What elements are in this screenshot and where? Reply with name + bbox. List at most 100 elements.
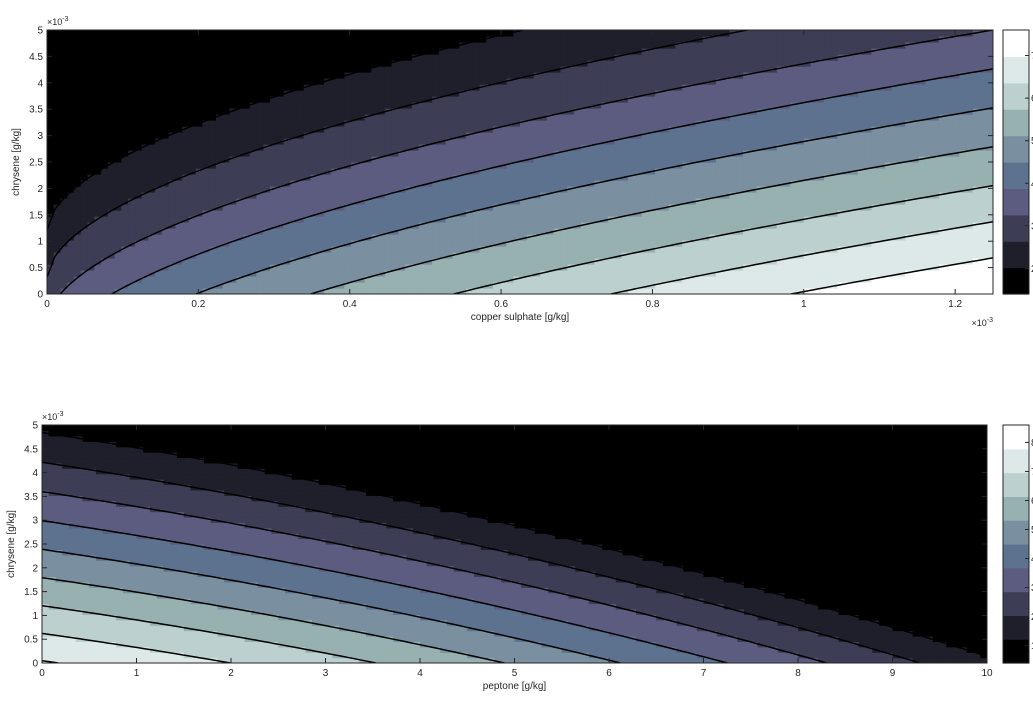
contour-cell xyxy=(317,138,325,145)
contour-cell xyxy=(324,144,332,151)
contour-cell xyxy=(60,240,68,247)
contour-cell xyxy=(547,156,555,163)
contour-cell xyxy=(702,198,710,205)
contour-cell xyxy=(209,174,217,181)
contour-cell xyxy=(661,264,670,271)
contour-cell xyxy=(128,126,136,133)
contour-cell xyxy=(229,288,237,294)
contour-cell xyxy=(864,186,872,193)
contour-cell xyxy=(364,78,372,85)
contour-cell xyxy=(452,234,460,241)
contour-cell xyxy=(607,198,616,205)
contour-cell xyxy=(574,276,582,283)
contour-cell xyxy=(621,186,629,193)
contour-cell xyxy=(783,174,791,181)
contour-cell xyxy=(601,96,609,103)
contour-cell xyxy=(317,276,325,283)
contour-cell xyxy=(472,78,481,85)
contour-cell xyxy=(324,270,332,277)
contour-cell xyxy=(405,282,413,289)
contour-cell xyxy=(729,90,737,97)
contour-cell xyxy=(384,96,393,103)
contour-cell xyxy=(371,120,379,127)
contour-cell xyxy=(918,276,927,283)
contour-cell xyxy=(310,228,318,235)
contour-cell xyxy=(168,186,176,193)
contour-cell xyxy=(337,174,345,181)
contour-cell xyxy=(391,96,399,103)
contour-cell xyxy=(715,126,724,133)
contour-cell xyxy=(242,144,251,151)
contour-cell xyxy=(330,216,339,223)
contour-cell xyxy=(574,180,582,187)
contour-cell xyxy=(134,126,143,133)
contour-cell xyxy=(520,240,528,247)
contour-cell xyxy=(425,216,433,223)
contour-cell xyxy=(80,258,89,265)
contour-cell xyxy=(830,138,839,145)
contour-cell xyxy=(790,108,798,115)
contour-cell xyxy=(344,222,352,229)
contour-cell xyxy=(938,198,947,205)
contour-cell xyxy=(715,150,724,157)
contour-cell xyxy=(688,240,697,247)
contour-cell xyxy=(925,258,933,265)
contour-cell xyxy=(371,288,379,294)
contour-cell xyxy=(844,216,852,223)
contour-cell xyxy=(222,132,231,139)
contour-cell xyxy=(986,204,993,211)
contour-cell xyxy=(837,150,845,157)
contour-cell xyxy=(695,162,704,169)
contour-cell xyxy=(580,228,589,235)
contour-cell xyxy=(269,144,278,151)
contour-cell xyxy=(236,276,244,283)
contour-cell xyxy=(547,96,555,103)
contour-cell xyxy=(520,276,528,283)
contour-cell xyxy=(553,144,562,151)
contour-cell xyxy=(236,90,244,97)
contour-cell xyxy=(911,222,920,229)
contour-cell xyxy=(709,180,717,187)
contour-cell xyxy=(513,246,521,253)
contour-cell xyxy=(857,270,866,277)
contour-cell xyxy=(425,78,433,85)
contour-cell xyxy=(797,138,805,145)
contour-cell xyxy=(499,186,508,193)
contour-cell xyxy=(614,258,622,265)
contour-cell xyxy=(580,102,589,109)
contour-cell xyxy=(844,120,852,127)
contour-cell xyxy=(560,144,568,151)
contour-cell xyxy=(80,246,89,253)
contour-cell xyxy=(851,120,859,127)
contour-cell xyxy=(837,126,845,133)
contour-cell xyxy=(668,108,677,115)
contour-cell xyxy=(594,120,602,127)
contour-cell xyxy=(378,228,386,235)
contour-cell xyxy=(871,192,879,199)
contour-cell xyxy=(749,144,758,151)
contour-cell xyxy=(364,156,372,163)
contour-cell xyxy=(452,150,460,157)
contour-cell xyxy=(621,156,629,163)
contour-cell xyxy=(709,246,717,253)
contour-cell xyxy=(986,90,993,97)
contour-cell xyxy=(114,138,122,145)
contour-cell xyxy=(770,174,778,181)
contour-cell xyxy=(655,162,663,169)
contour-cell xyxy=(472,252,481,259)
contour-cell xyxy=(614,240,622,247)
contour-cell xyxy=(290,210,298,217)
contour-cell xyxy=(60,186,68,193)
contour-cell xyxy=(283,252,291,259)
contour-cell xyxy=(121,228,129,235)
contour-cell xyxy=(553,216,562,223)
contour-cell xyxy=(884,282,893,289)
contour-cell xyxy=(878,240,886,247)
contour-cell xyxy=(932,246,940,253)
contour-cell xyxy=(107,114,116,121)
contour-cell xyxy=(952,270,960,277)
contour-cell xyxy=(661,96,670,103)
contour-cell xyxy=(276,258,285,265)
contour-cell xyxy=(614,126,622,133)
contour-cell xyxy=(168,210,176,217)
